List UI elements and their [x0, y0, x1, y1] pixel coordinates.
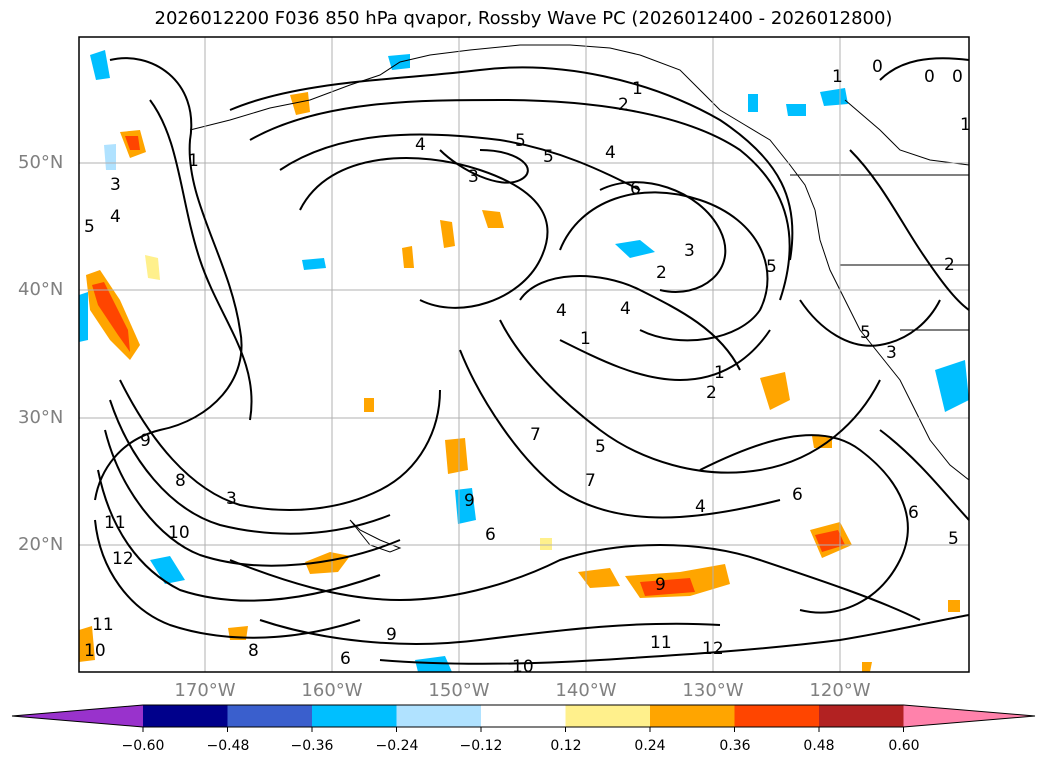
- contour-label: 2: [706, 383, 717, 403]
- contour-label: 4: [605, 143, 616, 163]
- colorbar-segment: [481, 705, 566, 727]
- contour-label: 1: [960, 115, 971, 135]
- positive-anomaly-shading: [79, 92, 960, 672]
- contour-label: 3: [110, 175, 121, 195]
- contour-label: 8: [248, 641, 259, 661]
- lat-label-50n: 50°N: [18, 152, 64, 173]
- colorbar-tick: −0.36: [290, 738, 334, 754]
- colorbar-segment: [734, 705, 820, 727]
- lat-label-40n: 40°N: [18, 279, 64, 300]
- contour-label: 5: [595, 437, 606, 457]
- lon-label-120w: 120°W: [809, 680, 871, 701]
- colorbar-tick: 0.24: [634, 738, 666, 754]
- lon-label-130w: 130°W: [682, 680, 744, 701]
- lon-label-170w: 170°W: [174, 680, 236, 701]
- contour-label: 6: [792, 485, 803, 505]
- contour-label: 5: [515, 131, 526, 151]
- lon-label-150w: 150°W: [428, 680, 490, 701]
- contour-label: 5: [860, 323, 871, 343]
- contour-label: 0: [924, 67, 935, 87]
- colorbar-segment: [819, 705, 904, 727]
- contour-labels: 1 0 0 0 1 2 4 5 5 4 3 6 3 2 5 4 4 1 1 2 …: [84, 57, 971, 677]
- contour-label: 10: [84, 641, 106, 661]
- contour-label: 12: [702, 639, 724, 659]
- contour-label: 9: [386, 625, 397, 645]
- contour-label: 1: [632, 79, 643, 99]
- contour-label: 11: [104, 513, 126, 533]
- lat-label-30n: 30°N: [18, 407, 64, 428]
- contour-label: 4: [695, 497, 706, 517]
- contour-label: 2: [944, 255, 955, 275]
- colorbar-tick: 0.36: [719, 738, 751, 754]
- contour-label: 11: [650, 633, 672, 653]
- contour-label: 5: [84, 217, 95, 237]
- colorbar-segment: [227, 705, 313, 727]
- contour-label: 11: [92, 615, 114, 635]
- contour-label: 7: [530, 425, 541, 445]
- contour-label: 5: [766, 257, 777, 277]
- contour-label: 0: [872, 57, 883, 77]
- contour-label: 6: [908, 503, 919, 523]
- colorbar-tick: −0.12: [459, 738, 503, 754]
- contour-label: 1: [832, 67, 843, 87]
- contour-label: 6: [340, 649, 351, 669]
- colorbar-tick: −0.24: [375, 738, 419, 754]
- map-title: 2026012200 F036 850 hPa qvapor, Rossby W…: [154, 8, 893, 29]
- contour-label: 4: [110, 207, 121, 227]
- contour-label: 4: [556, 301, 567, 321]
- contour-label: 9: [655, 575, 666, 595]
- colorbar-segment: [565, 705, 651, 727]
- contour-label: 1: [580, 329, 591, 349]
- colorbar-extend-high: [903, 705, 1035, 727]
- qvapor-contours: [94, 57, 970, 665]
- colorbar-segment: [650, 705, 735, 727]
- contour-label: 4: [620, 299, 631, 319]
- contour-label: 3: [684, 241, 695, 261]
- colorbar-tick: 0.12: [550, 738, 582, 754]
- lon-label-160w: 160°W: [301, 680, 363, 701]
- negative-anomaly-shading: [79, 50, 969, 672]
- contour-label: 8: [175, 471, 186, 491]
- lat-label-20n: 20°N: [18, 534, 64, 555]
- contour-label: 9: [140, 431, 151, 451]
- contour-label: 2: [656, 263, 667, 283]
- contour-label: 2: [618, 95, 629, 115]
- contour-label: 3: [226, 489, 237, 509]
- colorbar-tick: −0.60: [121, 738, 165, 754]
- colorbar-tick: 0.60: [888, 738, 920, 754]
- contour-label: 4: [415, 135, 426, 155]
- contour-label: 9: [464, 491, 475, 511]
- contour-label: 3: [886, 343, 897, 363]
- colorbar-segment: [396, 705, 482, 727]
- lon-label-140w: 140°W: [555, 680, 617, 701]
- contour-label: 10: [512, 657, 534, 677]
- colorbar-tick: 0.48: [803, 738, 835, 754]
- colorbar: [11, 704, 1036, 732]
- contour-label: 7: [585, 471, 596, 491]
- colorbar-segment: [312, 705, 397, 727]
- contour-label: 0: [952, 67, 963, 87]
- contour-label: 1: [714, 363, 725, 383]
- colorbar-tick: −0.48: [206, 738, 250, 754]
- contour-label: 5: [543, 147, 554, 167]
- contour-label: 10: [168, 523, 190, 543]
- contour-label: 6: [485, 525, 496, 545]
- contour-label: 6: [630, 179, 641, 199]
- colorbar-segment: [143, 705, 228, 727]
- contour-label: 3: [468, 167, 479, 187]
- colorbar-extend-low: [12, 705, 143, 727]
- map-plot: 1 0 0 0 1 2 4 5 5 4 3 6 3 2 5 4 4 1 1 2 …: [78, 36, 971, 677]
- contour-label: 5: [948, 529, 959, 549]
- coastlines: [189, 44, 970, 553]
- contour-label: 1: [188, 151, 199, 171]
- contour-label: 12: [112, 549, 134, 569]
